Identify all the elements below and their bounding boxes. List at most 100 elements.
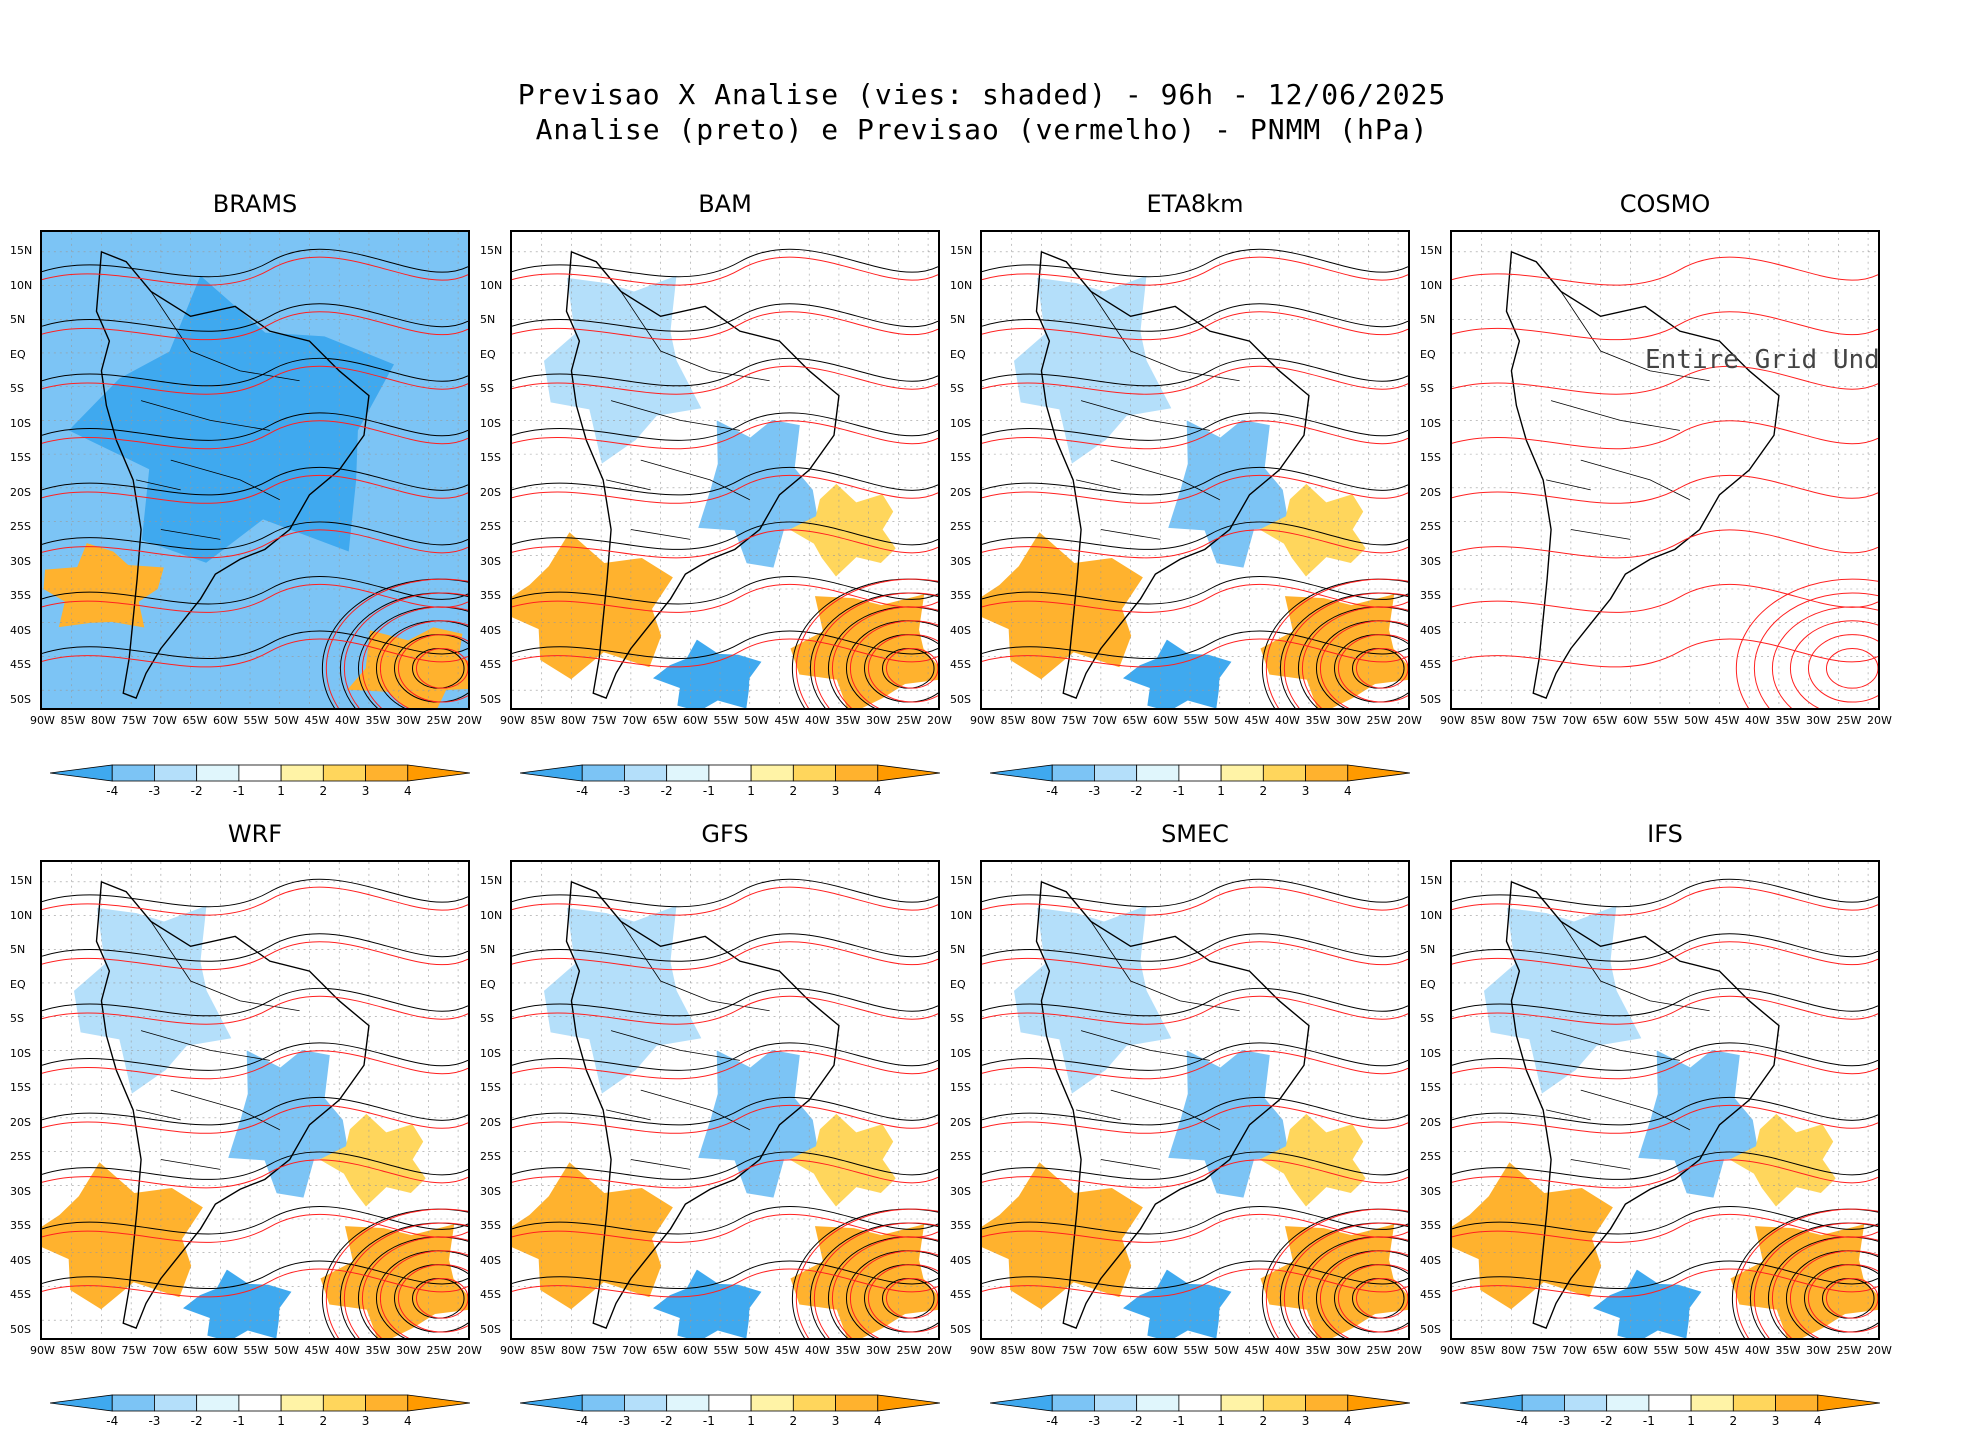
forecast-contour (42, 995, 468, 1025)
bias-blob-positive (982, 532, 1143, 680)
colorbar-tick-label: 1 (747, 1414, 755, 1428)
forecast-contour (982, 638, 1408, 668)
colorbar-swatch (1305, 764, 1349, 782)
colorbar-tick-label: -4 (106, 784, 119, 798)
forecast-contour (42, 1104, 468, 1134)
lat-tick-label: 15N (1420, 244, 1443, 257)
colorbar-tick-label: 4 (1813, 1414, 1822, 1428)
colorbar-swatch (835, 1394, 879, 1412)
map-panel-cosmo: COSMO Entire Grid Und 15N 10N 5N EQ 5S 10S 15S 20… (1410, 190, 1892, 727)
colorbar-tick-label: -2 (1130, 784, 1143, 798)
analysis-contour (512, 630, 938, 660)
analysis-contour (42, 1096, 468, 1126)
lat-tick-label: 45S (950, 1288, 971, 1301)
analysis-contour (512, 412, 938, 441)
lon-tick-label: 80W (1031, 1344, 1056, 1357)
lon-tick-label: 30W (1336, 1344, 1361, 1357)
lon-tick-label: 85W (1000, 714, 1026, 727)
country-border (170, 1089, 280, 1131)
forecast-contour (1452, 941, 1878, 971)
lon-tick-label: 45W (1244, 714, 1270, 727)
country-border (1560, 921, 1710, 1012)
lat-tick-label: 35S (10, 1219, 31, 1232)
forecast-contour (1283, 1222, 1408, 1338)
map-svg (1452, 862, 1878, 1338)
lon-tick-label: 65W (652, 1344, 678, 1357)
lon-tick-label: 45W (1714, 1344, 1740, 1357)
forecast-contour (1355, 1278, 1408, 1319)
forecast-contour (1771, 606, 1878, 708)
colorbar-swatch (1775, 1394, 1819, 1412)
analysis-contour (42, 630, 468, 660)
colorbar-tick-label: -4 (1046, 784, 1059, 798)
lat-tick-label: 5N (950, 943, 966, 956)
lon-tick-label: 25W (426, 714, 452, 727)
lon-tick-label: 75W (121, 714, 147, 727)
colorbar-swatch (1094, 1394, 1138, 1412)
forecast-contour (397, 1264, 468, 1333)
forecast-contour (1807, 634, 1878, 703)
forecast-contour (1452, 638, 1878, 668)
forecast-contour (415, 648, 468, 689)
lon-tick-label: 20W (1397, 1344, 1422, 1357)
forecast-contour (1452, 420, 1878, 450)
forecast-contour (1771, 1236, 1878, 1338)
forecast-contour (982, 941, 1408, 971)
forecast-contour (982, 1213, 1408, 1243)
lat-tick-label: 5S (1420, 382, 1434, 395)
analysis-contour (42, 466, 468, 496)
lon-tick-label: 40W (1745, 1344, 1770, 1357)
lat-tick-label: 40S (1420, 1253, 1441, 1267)
lat-tick-label: 30S (950, 1184, 971, 1198)
lon-tick-label: 90W (970, 1344, 995, 1357)
bias-blob-negative (73, 905, 232, 1094)
colorbar-tick-label: -3 (148, 784, 161, 798)
lat-tick-label: 25S (480, 520, 501, 533)
colorbar-tick-label: 2 (1259, 784, 1268, 798)
colorbar-svg (1460, 1394, 1880, 1412)
country-border (1110, 1089, 1220, 1131)
country-border (170, 459, 280, 501)
map-svg (982, 862, 1408, 1338)
lat-tick-label: 20S (950, 485, 971, 499)
colorbar-swatch (520, 1394, 583, 1412)
country-border (1560, 291, 1710, 382)
lon-tick-label: 50W (274, 1344, 299, 1357)
lon-tick-label: 70W (1562, 714, 1587, 727)
analysis-contour (982, 1151, 1408, 1180)
colorbar-tick-label: 1 (747, 784, 755, 798)
analysis-contour (982, 521, 1408, 550)
colorbar-swatch (1220, 1394, 1264, 1412)
colorbar-swatch (1262, 1394, 1306, 1412)
colorbar-tick-label: -2 (1600, 1414, 1613, 1428)
lat-tick-label: 10N (480, 908, 503, 922)
lat-tick-label: EQ (1420, 347, 1436, 361)
lat-tick-label: 15S (950, 451, 971, 464)
lat-tick-label: 10S (950, 416, 971, 430)
forecast-contour (1452, 1159, 1878, 1189)
lat-tick-label: 30S (950, 554, 971, 568)
map-panel-bam: BAM 15N 10N 5N EQ 5S 10S 15S 20S 25S 30S 35S 40S 45S 5… (470, 190, 952, 798)
lat-tick-label: 15S (480, 451, 501, 464)
lat-tick-label: 10N (1420, 908, 1443, 922)
colorbar-svg (50, 1394, 470, 1412)
lat-tick-label: 5S (10, 1012, 24, 1025)
forecast-contour (1301, 1236, 1408, 1338)
panel-title: SMEC (1161, 820, 1229, 848)
lon-tick-label: 85W (1470, 714, 1496, 727)
lat-tick-label: 5N (1420, 313, 1436, 326)
lat-tick-label: EQ (950, 977, 966, 991)
lon-tick-label: 75W (1531, 1344, 1557, 1357)
bias-blob-negative (1013, 905, 1172, 1094)
map-area (1450, 860, 1880, 1340)
forecast-contour (849, 1250, 938, 1338)
forecast-contour (1452, 365, 1878, 395)
lon-tick-label: 20W (927, 714, 952, 727)
map-panel-wrf: WRF 15N 10N 5N EQ 5S 10S 15S 20S 25S 30S 35S 40S 45S 5… (0, 820, 482, 1428)
colorbar-svg (520, 1394, 940, 1412)
forecast-contour (512, 365, 938, 395)
forecast-contour (795, 578, 938, 708)
colorbar-swatch (1521, 1394, 1565, 1412)
lon-tick-label: 20W (457, 714, 482, 727)
lat-tick-label: 45S (950, 658, 971, 671)
